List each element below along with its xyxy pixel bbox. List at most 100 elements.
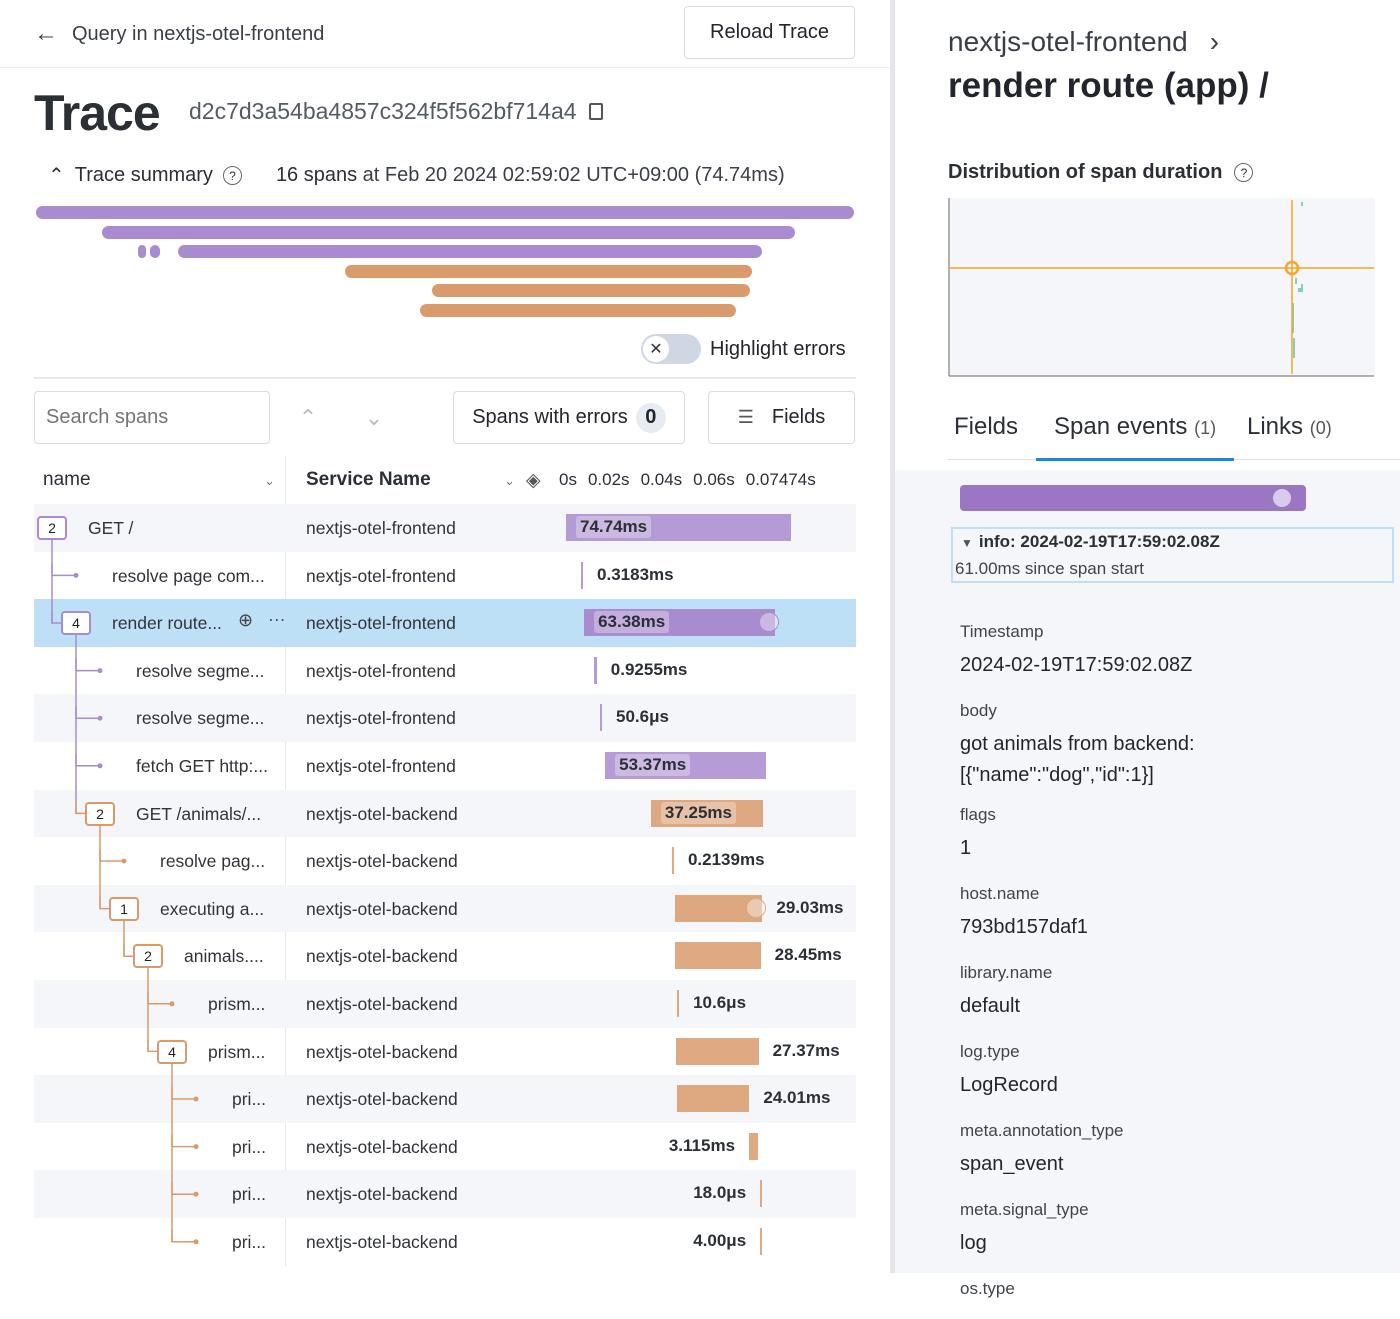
field-key: log.type xyxy=(960,1042,1020,1061)
span-row[interactable]: pri... nextjs-otel-backend 24.01ms xyxy=(34,1075,856,1123)
span-row[interactable]: resolve segme... nextjs-otel-frontend 50.6… xyxy=(34,694,856,742)
duration-distribution-chart[interactable] xyxy=(948,198,1376,378)
field-value[interactable]: 793bd157daf1 xyxy=(960,916,1088,938)
span-duration: 27.37ms xyxy=(772,1040,840,1060)
tab-fields[interactable]: Fields xyxy=(954,413,1018,461)
span-row[interactable]: 2 animals.... nextjs-otel-backend 28.45ms xyxy=(34,932,856,980)
service-name: nextjs-otel-frontend xyxy=(306,613,456,634)
span-duration-bar[interactable] xyxy=(674,894,767,922)
column-name[interactable]: name xyxy=(43,469,91,490)
span-row[interactable]: 2 GET /animals/... nextjs-otel-backend 37.2… xyxy=(34,789,856,838)
field-item: flags 1 xyxy=(960,805,1240,864)
spans-with-errors-button[interactable]: Spans with errors 0 xyxy=(453,391,685,444)
span-duration: 37.25ms xyxy=(660,801,737,824)
more-icon[interactable]: ··· xyxy=(268,609,286,630)
chevron-up-icon[interactable]: ⌃ xyxy=(298,404,318,430)
zoom-in-icon[interactable]: ⊕ xyxy=(238,610,254,631)
span-duration-bar[interactable] xyxy=(677,1085,750,1113)
chevron-up-icon[interactable]: ⌃ xyxy=(48,165,65,187)
span-duration-bar[interactable] xyxy=(749,1132,759,1160)
span-event-marker[interactable] xyxy=(758,612,779,633)
span-duration: 4.00μs xyxy=(693,1230,747,1250)
child-count-badge[interactable]: 1 xyxy=(109,896,139,921)
caret-down-icon[interactable]: ▼ xyxy=(961,536,973,550)
span-duration-bar[interactable] xyxy=(566,514,791,541)
chevron-down-icon[interactable]: ⌄ xyxy=(364,404,384,430)
field-value[interactable]: got animals from backend: [{"name":"dog"… xyxy=(960,733,1195,786)
field-value[interactable]: default xyxy=(960,995,1021,1017)
service-name: nextjs-otel-backend xyxy=(306,946,458,967)
chevron-down-icon[interactable]: ⌄ xyxy=(504,473,515,488)
tab-links[interactable]: Links (0) xyxy=(1247,413,1332,461)
event-marker[interactable] xyxy=(1272,489,1291,507)
tree-connector xyxy=(171,1229,196,1243)
field-value[interactable]: LogRecord xyxy=(960,1074,1058,1096)
span-duration-bar[interactable] xyxy=(605,751,766,779)
child-count-badge[interactable]: 2 xyxy=(37,516,67,540)
child-count-badge[interactable]: 2 xyxy=(133,944,163,969)
span-name: executing a... xyxy=(160,898,265,919)
child-count-badge[interactable]: 2 xyxy=(85,801,115,826)
field-item: os.type xyxy=(960,1279,1240,1299)
span-duration-bar[interactable] xyxy=(760,1180,763,1208)
span-duration: 10.6μs xyxy=(693,992,747,1012)
span-row[interactable]: resolve pag... nextjs-otel-backend 0.2139m… xyxy=(34,837,856,885)
field-value[interactable]: log xyxy=(960,1232,987,1254)
span-duration-bar[interactable] xyxy=(593,656,597,684)
span-row[interactable]: 4 prism... nextjs-otel-backend 27.37ms xyxy=(34,1028,856,1076)
color-drop-icon[interactable]: ◈ xyxy=(526,470,541,491)
field-value[interactable]: 2024-02-19T17:59:02.08Z xyxy=(960,654,1193,676)
span-row[interactable]: 2 GET / nextjs-otel-frontend 74.74ms xyxy=(34,504,856,552)
chevron-down-icon[interactable]: ⌄ xyxy=(264,473,275,488)
service-name: nextjs-otel-frontend xyxy=(306,565,456,586)
span-duration-bar[interactable] xyxy=(584,609,779,637)
column-service-name[interactable]: Service Name xyxy=(306,469,431,490)
span-event-marker[interactable] xyxy=(746,897,767,918)
highlight-errors-toggle[interactable]: ✕ xyxy=(641,334,701,364)
breadcrumb-service[interactable]: nextjs-otel-frontend xyxy=(948,26,1188,57)
field-value[interactable]: 1 xyxy=(960,837,972,859)
copy-icon[interactable] xyxy=(588,103,603,120)
span-row[interactable]: fetch GET http:... nextjs-otel-frontend 53… xyxy=(34,742,856,790)
span-duration-bar[interactable] xyxy=(600,704,603,732)
span-row[interactable]: resolve page com... nextjs-otel-frontend 0… xyxy=(34,552,856,600)
leaf-dot xyxy=(121,858,127,864)
span-name: resolve segme... xyxy=(136,708,265,729)
minimap-span xyxy=(138,245,146,259)
trace-minimap[interactable] xyxy=(34,200,856,320)
field-value[interactable]: span_event xyxy=(960,1153,1064,1175)
tree-connector xyxy=(75,706,100,719)
span-duration-bar[interactable] xyxy=(650,799,764,827)
span-duration-bar[interactable] xyxy=(671,847,674,875)
span-event-item[interactable]: ▼ info: 2024-02-19T17:59:02.08Z 61.00ms s… xyxy=(951,527,1394,583)
back-link[interactable]: ← Query in nextjs-otel-frontend xyxy=(34,20,324,48)
tree-connector xyxy=(123,944,133,957)
trace-summary-toggle[interactable]: Trace summary xyxy=(74,164,213,186)
tab-span-events[interactable]: Span events (1) xyxy=(1036,413,1235,461)
child-count-badge[interactable]: 4 xyxy=(157,1039,187,1064)
service-name: nextjs-otel-backend xyxy=(306,1089,458,1110)
span-duration: 50.6μs xyxy=(616,707,669,727)
span-duration-bar[interactable] xyxy=(674,942,761,970)
span-row[interactable]: pri... nextjs-otel-backend 18.0μs xyxy=(34,1170,856,1218)
panel-resize-handle[interactable] xyxy=(890,0,895,1273)
span-duration-bar[interactable] xyxy=(760,1227,763,1255)
span-duration-bar[interactable] xyxy=(581,561,584,589)
span-duration-bar[interactable] xyxy=(676,1037,759,1065)
tab-count: (0) xyxy=(1309,418,1332,438)
service-name: nextjs-otel-backend xyxy=(306,1041,458,1062)
span-duration-bar[interactable] xyxy=(677,989,680,1017)
span-row[interactable]: resolve segme... nextjs-otel-frontend 0.92… xyxy=(34,647,856,695)
span-tree-lines xyxy=(51,539,199,1245)
span-row[interactable]: 1 executing a... nextjs-otel-backend 29.03m… xyxy=(34,884,856,933)
fields-button[interactable]: ☰ Fields xyxy=(708,391,855,444)
span-row[interactable]: pri... nextjs-otel-backend 4.00μs xyxy=(34,1218,856,1266)
search-spans-input[interactable] xyxy=(34,391,270,444)
field-item: Timestamp 2024-02-19T17:59:02.08Z xyxy=(960,622,1240,681)
child-count-badge[interactable]: 4 xyxy=(61,611,91,636)
reload-trace-button[interactable]: Reload Trace xyxy=(684,6,855,59)
span-row[interactable]: pri... nextjs-otel-backend 3.115ms xyxy=(34,1123,856,1171)
span-row[interactable]: 4 render route... ⊕ ··· nextjs-otel-frontend… xyxy=(34,599,856,647)
service-name: nextjs-otel-backend xyxy=(306,1231,458,1252)
span-name: animals.... xyxy=(184,946,264,967)
